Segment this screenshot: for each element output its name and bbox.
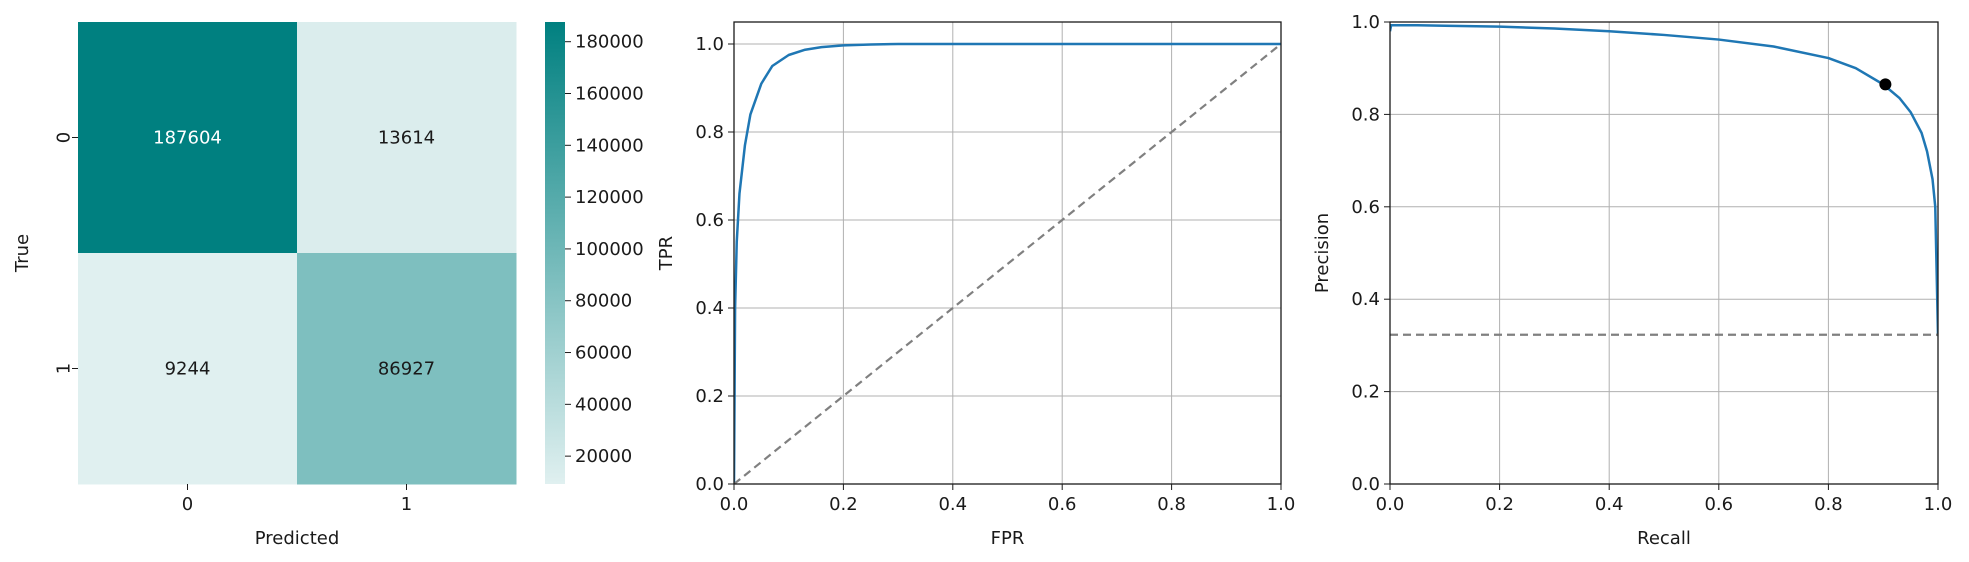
plot-frame [1389, 21, 1939, 485]
heatmap-cell [78, 22, 298, 254]
heatmap-cell [78, 253, 298, 485]
cell-value-label: 9244 [165, 359, 211, 380]
x-tick-label: 0.2 [1485, 494, 1514, 515]
curve-line [734, 42, 1281, 484]
colorbar: 20000 40000 60000 80000 100000 120000 140000 16… [545, 22, 644, 484]
confusion-matrix: 187604 13614 9244 86927 0 1 0 1 Predicted True [12, 22, 517, 549]
pr-panel: 0.0 0.2 0.4 0.6 0.8 1.0 0.0 0.2 0.4 0.6 0.8 1.0 Reca… [1312, 12, 1952, 549]
plot-area [1390, 23, 1938, 337]
x-tick-label: 0.6 [1048, 494, 1077, 515]
x-tick-label: 0.6 [1704, 494, 1733, 515]
x-tick-label: 0.0 [1376, 494, 1405, 515]
colorbar-tick-label: 20000 [575, 446, 632, 467]
x-axis-label: Recall [1637, 528, 1691, 549]
colorbar-tick-label: 40000 [575, 394, 632, 415]
y-tick-label: 0.0 [1351, 474, 1380, 495]
x-axis-label: Predicted [255, 528, 340, 549]
y-tick-label: 0.8 [1351, 104, 1380, 125]
y-tick-label: 0.2 [1351, 382, 1380, 403]
x-tick-label: 0.4 [1595, 494, 1624, 515]
y-axis-label: True [12, 234, 33, 273]
colorbar-tick-label: 60000 [575, 343, 632, 364]
y-tick-label: 0.0 [695, 474, 724, 495]
y-tick-label: 1.0 [695, 34, 724, 55]
y-tick-label: 1.0 [1351, 12, 1380, 33]
x-tick-label: 0 [182, 494, 193, 515]
y-tick-label: 0 [54, 132, 75, 143]
y-tick-label: 1 [54, 363, 75, 374]
y-tick-label: 0.4 [695, 298, 724, 319]
y-axis-label: TPR [656, 236, 677, 271]
y-tick-label: 0.6 [1351, 197, 1380, 218]
x-tick-label: 0.8 [1814, 494, 1843, 515]
y-tick-label: 0.4 [1351, 289, 1380, 310]
y-axis-label: Precision [1312, 213, 1333, 293]
colorbar-tick-label: 160000 [575, 84, 644, 105]
x-tick-label: 1.0 [1924, 494, 1953, 515]
plot-area [734, 42, 1281, 484]
plot-frame [733, 21, 1282, 485]
threshold-point [1879, 78, 1892, 91]
x-tick-label: 0.8 [1157, 494, 1186, 515]
heatmap-cell [297, 253, 517, 485]
colorbar-tick-label: 180000 [575, 32, 644, 53]
x-tick-label: 0.4 [938, 494, 967, 515]
cell-value-label: 187604 [153, 128, 222, 149]
x-tick-label: 0.0 [720, 494, 749, 515]
colorbar-tick-label: 140000 [575, 135, 644, 156]
y-tick-label: 0.6 [695, 210, 724, 231]
cell-value-label: 86927 [378, 359, 435, 380]
colorbar-tick-label: 120000 [575, 187, 644, 208]
colorbar-tick-label: 100000 [575, 239, 644, 260]
baseline-line [734, 43, 1281, 484]
x-axis-label: FPR [991, 528, 1025, 549]
y-tick-label: 0.8 [695, 122, 724, 143]
y-tick-label: 0.2 [695, 386, 724, 407]
x-tick-label: 1.0 [1267, 494, 1296, 515]
colorbar-bar [545, 22, 565, 484]
x-tick-label: 1 [401, 494, 412, 515]
x-tick-label: 0.2 [829, 494, 858, 515]
cell-value-label: 13614 [378, 128, 435, 149]
colorbar-tick-label: 80000 [575, 291, 632, 312]
roc-panel: 0.0 0.2 0.4 0.6 0.8 1.0 0.0 0.2 0.4 0.6 0.8 1.0 FPR T… [656, 21, 1296, 549]
curve-line [1390, 23, 1938, 337]
heatmap-cell [297, 22, 517, 254]
